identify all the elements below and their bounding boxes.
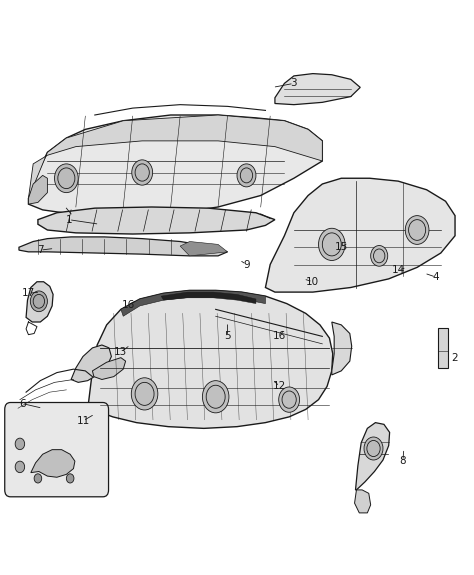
Polygon shape: [28, 115, 322, 216]
Text: 13: 13: [114, 347, 128, 357]
Circle shape: [371, 246, 388, 266]
Circle shape: [237, 164, 256, 187]
Text: 1: 1: [65, 214, 72, 225]
Polygon shape: [355, 490, 371, 513]
Circle shape: [30, 291, 47, 312]
Polygon shape: [38, 207, 275, 234]
Circle shape: [131, 378, 158, 410]
Text: 12: 12: [273, 381, 286, 392]
Polygon shape: [19, 237, 228, 256]
Text: 5: 5: [224, 331, 231, 342]
Text: 7: 7: [37, 245, 44, 255]
Polygon shape: [180, 242, 228, 256]
Polygon shape: [121, 290, 265, 316]
Text: 17: 17: [22, 288, 35, 298]
Polygon shape: [356, 423, 390, 490]
Circle shape: [55, 164, 78, 193]
Text: 8: 8: [400, 456, 406, 466]
Polygon shape: [88, 290, 333, 428]
Polygon shape: [28, 175, 47, 204]
FancyBboxPatch shape: [5, 402, 109, 497]
Circle shape: [132, 160, 153, 185]
Bar: [438, 328, 448, 368]
Circle shape: [202, 381, 229, 413]
Text: 3: 3: [291, 78, 297, 89]
Circle shape: [66, 474, 74, 483]
Text: 15: 15: [335, 242, 348, 252]
Circle shape: [15, 438, 25, 450]
Circle shape: [15, 461, 25, 473]
Text: 11: 11: [76, 416, 90, 426]
Text: 9: 9: [243, 259, 250, 270]
Text: 16: 16: [121, 300, 135, 310]
Polygon shape: [161, 292, 256, 304]
Circle shape: [34, 474, 42, 483]
Polygon shape: [265, 178, 455, 292]
Text: 2: 2: [452, 352, 458, 363]
Polygon shape: [26, 282, 53, 322]
Text: 16: 16: [273, 331, 286, 342]
Circle shape: [319, 228, 345, 260]
Polygon shape: [28, 115, 322, 198]
Circle shape: [364, 437, 383, 460]
Polygon shape: [275, 74, 360, 105]
Polygon shape: [71, 345, 111, 382]
Polygon shape: [92, 358, 126, 380]
Polygon shape: [31, 450, 75, 477]
Text: 6: 6: [19, 398, 26, 409]
Polygon shape: [332, 322, 352, 375]
Text: 4: 4: [433, 272, 439, 282]
Text: 10: 10: [306, 277, 319, 287]
Circle shape: [405, 216, 429, 244]
Circle shape: [279, 387, 300, 412]
Text: 14: 14: [392, 265, 405, 275]
